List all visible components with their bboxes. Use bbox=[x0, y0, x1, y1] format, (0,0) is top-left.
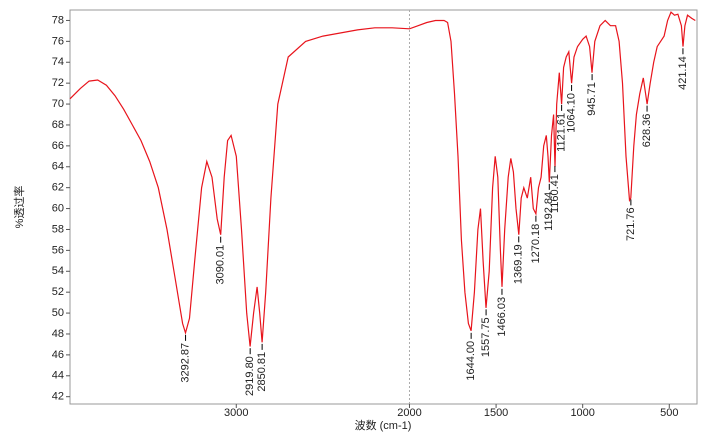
x-tick-label: 1000 bbox=[570, 407, 594, 419]
x-axis-title: 波数 (cm-1) bbox=[355, 419, 412, 432]
annotation-label: 2850.81 bbox=[256, 352, 268, 392]
y-tick-label: 42 bbox=[52, 391, 64, 403]
y-tick-label: 44 bbox=[52, 370, 64, 382]
y-tick-label: 70 bbox=[52, 98, 64, 110]
x-tick-label: 1500 bbox=[484, 407, 508, 419]
y-tick-label: 64 bbox=[52, 161, 64, 173]
annotation-label: 3090.01 bbox=[215, 245, 227, 285]
x-tick-label: 3000 bbox=[224, 407, 248, 419]
annotation-label: 721.76 bbox=[625, 207, 637, 241]
annotation-label: 1192.84 bbox=[543, 192, 555, 231]
annotation-label: 1557.75 bbox=[480, 317, 492, 357]
y-tick-label: 52 bbox=[52, 286, 64, 298]
y-tick-label: 58 bbox=[52, 223, 64, 235]
y-tick-label: 68 bbox=[52, 119, 64, 131]
annotation-label: 421.14 bbox=[677, 56, 689, 90]
y-tick-label: 60 bbox=[52, 202, 64, 214]
annotation-label: 1270.18 bbox=[530, 224, 542, 264]
annotation-label: 628.36 bbox=[641, 114, 653, 148]
annotation-label: 1466.03 bbox=[496, 297, 508, 337]
y-tick-label: 56 bbox=[52, 244, 64, 256]
annotation-label: 945.71 bbox=[586, 82, 598, 116]
plot-frame bbox=[69, 9, 698, 405]
y-tick-label: 78 bbox=[52, 14, 64, 26]
y-tick-label: 76 bbox=[52, 35, 64, 47]
annotation-label: 1160.41 bbox=[549, 174, 561, 213]
y-tick-label: 66 bbox=[52, 140, 64, 152]
annotation-label: 1644.00 bbox=[465, 341, 477, 381]
y-tick-label: 62 bbox=[52, 182, 64, 194]
y-tick-label: 74 bbox=[52, 56, 64, 68]
annotation-label: 1369.19 bbox=[513, 244, 525, 284]
spectrum-line bbox=[69, 11, 696, 347]
y-tick-label: 54 bbox=[52, 265, 64, 277]
annotation-label: 3292.87 bbox=[179, 343, 191, 383]
y-tick-label: 48 bbox=[52, 328, 64, 340]
annotation-label: 1121.61 bbox=[556, 113, 568, 152]
annotation-label: 1064.10 bbox=[565, 93, 577, 133]
y-tick-label: 50 bbox=[52, 307, 64, 319]
x-tick-label: 500 bbox=[660, 407, 678, 419]
annotation-label: 2919.80 bbox=[244, 356, 256, 396]
y-tick-label: 72 bbox=[52, 77, 64, 89]
y-axis-title: %透过率 bbox=[12, 186, 26, 229]
y-tick-label: 46 bbox=[52, 349, 64, 361]
x-tick-label: 2000 bbox=[397, 407, 421, 419]
